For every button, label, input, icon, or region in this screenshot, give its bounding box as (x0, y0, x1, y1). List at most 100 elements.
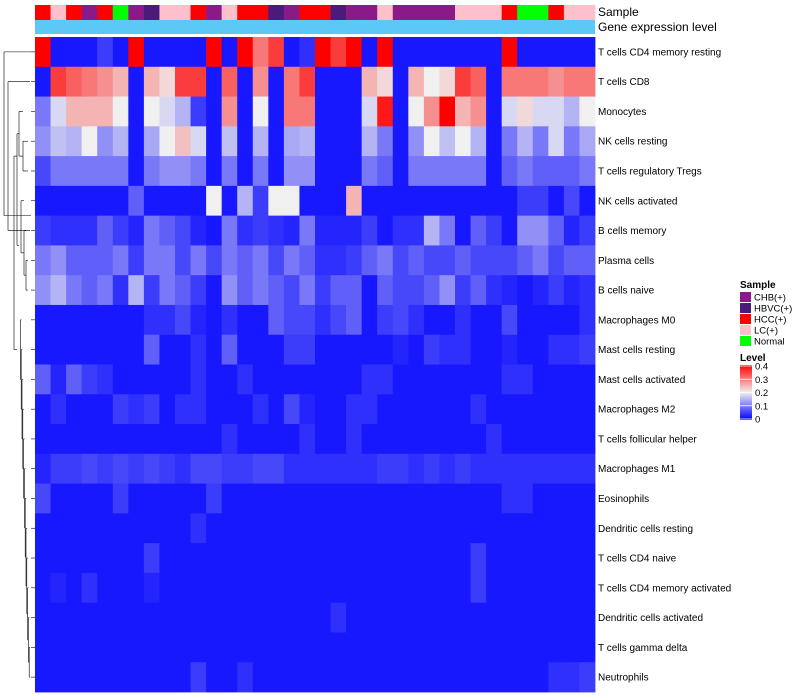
heatmap-cell (66, 662, 83, 693)
heatmap-cell (112, 66, 129, 97)
heatmap-cell (532, 662, 549, 693)
heatmap-cell (221, 543, 238, 574)
heatmap-cell (221, 304, 238, 336)
heatmap-cell (66, 126, 83, 157)
heatmap-cell (175, 96, 191, 127)
heatmap-cell (268, 304, 285, 336)
heatmap-cell (175, 394, 191, 425)
heatmap-cell (423, 185, 440, 217)
heatmap-cell (408, 215, 425, 246)
heatmap-cell (112, 453, 129, 484)
heatmap-cell (548, 66, 565, 97)
heatmap-cell (35, 37, 51, 68)
heatmap-cell (517, 513, 534, 544)
heatmap-cell (330, 453, 347, 484)
heatmap-cell (237, 572, 254, 604)
heatmap-cell (66, 156, 83, 187)
heatmap-cell (532, 424, 549, 455)
sample-annotation-cell (175, 5, 191, 20)
heatmap-cell (81, 304, 98, 336)
heatmap-cell (159, 662, 176, 693)
heatmap-cell (237, 662, 254, 693)
heatmap-cell (408, 483, 425, 514)
heatmap-cell (470, 245, 487, 276)
heatmap-cell (206, 66, 223, 97)
heatmap-cell (470, 275, 487, 306)
heatmap-cell (408, 662, 425, 693)
heatmap-cell (532, 245, 549, 276)
heatmap-cell (532, 37, 549, 68)
heatmap-cell (112, 424, 129, 455)
heatmap-cell (486, 304, 503, 336)
heatmap-cell (283, 96, 300, 127)
heatmap-cell (501, 453, 518, 484)
heatmap-cell (299, 543, 316, 574)
heatmap-cell (392, 364, 409, 395)
heatmap-cell (439, 126, 456, 157)
heatmap-cell (532, 334, 549, 365)
heatmap-cell (81, 394, 98, 425)
heatmap-cell (175, 602, 191, 633)
heatmap-cell (548, 37, 565, 68)
heatmap-cell (330, 572, 347, 604)
heatmap-cell (128, 453, 145, 484)
heatmap-cell (486, 513, 503, 544)
heatmap-cell (439, 66, 456, 97)
heatmap-cell (50, 126, 67, 157)
heatmap-cell (315, 424, 331, 455)
sample-legend-label: Normal (754, 337, 785, 348)
heatmap-cell (548, 424, 565, 455)
heatmap-cell (299, 245, 316, 276)
heatmap-cell (486, 364, 503, 395)
heatmap-cell (361, 572, 378, 604)
heatmap-cell (299, 513, 316, 544)
heatmap-cell (486, 632, 503, 663)
sample-annotation-label: Sample (598, 5, 639, 19)
heatmap-cell (112, 483, 129, 514)
heatmap-cell (470, 424, 487, 455)
heatmap-cell (128, 662, 145, 693)
heatmap-cell (330, 245, 347, 276)
heatmap-cell (50, 37, 67, 68)
heatmap-cell (548, 453, 565, 484)
heatmap-cell (377, 513, 394, 544)
heatmap-cell (392, 275, 409, 306)
heatmap-cell (330, 513, 347, 544)
heatmap-cell (143, 185, 160, 217)
sample-legend-swatch (740, 303, 751, 313)
heatmap-cell (563, 513, 580, 544)
heatmap-cell (501, 96, 518, 127)
heatmap-cell (315, 96, 331, 127)
heatmap-cell (268, 453, 285, 484)
heatmap-cell (112, 543, 129, 574)
heatmap-cell (175, 513, 191, 544)
heatmap-cell (66, 602, 83, 633)
heatmap-cell (206, 304, 223, 336)
sample-annotation-cell (346, 5, 362, 20)
heatmap-cell (423, 602, 440, 633)
heatmap-cell (252, 66, 269, 97)
heatmap-cell (548, 662, 565, 693)
heatmap-cell (315, 37, 331, 68)
heatmap-cell (361, 364, 378, 395)
heatmap-cell (112, 275, 129, 306)
heatmap-cell (66, 304, 83, 336)
row-label: T cells regulatory Tregs (598, 166, 702, 177)
heatmap-cell (128, 275, 145, 306)
heatmap-cell (455, 334, 471, 365)
heatmap-cell (346, 37, 363, 68)
heatmap-cell (268, 334, 285, 365)
heatmap-cell (579, 662, 596, 693)
heatmap-cell (548, 185, 565, 217)
heatmap-cell (206, 156, 223, 187)
heatmap-cell (221, 156, 238, 187)
heatmap-cell (81, 185, 98, 217)
heatmap-cell (377, 96, 394, 127)
sample-annotation-cell (35, 5, 51, 20)
heatmap-cell (423, 66, 440, 97)
heatmap-cell (532, 483, 549, 514)
heatmap-cell (439, 424, 456, 455)
sample-annotation-cell (237, 5, 254, 20)
heatmap-cell (283, 424, 300, 455)
heatmap-cell (377, 156, 394, 187)
